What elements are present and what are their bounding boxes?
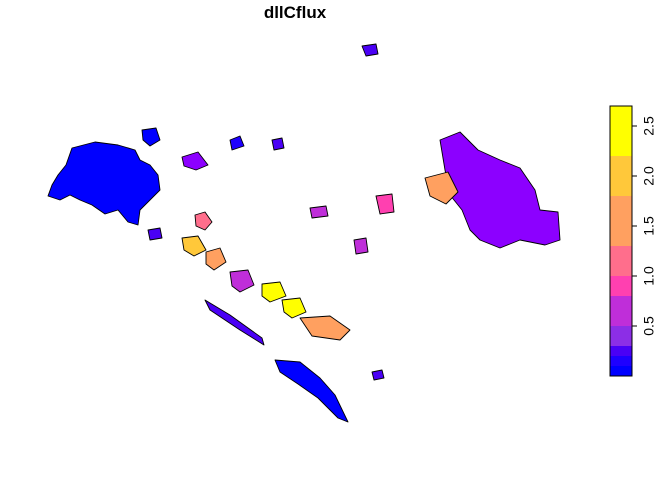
legend-color-step (610, 356, 632, 366)
legend-color-step (610, 196, 632, 246)
region-band-3 (205, 247, 227, 271)
legend-tick-label: 1.0 (641, 266, 657, 286)
legend-color-bar (609, 105, 633, 377)
region-small-2 (309, 205, 329, 219)
region-small-1 (271, 137, 285, 151)
region-west-small (141, 127, 161, 147)
legend-tick-label: 0.5 (641, 316, 657, 336)
region-small-3 (361, 43, 379, 57)
region-band-8 (424, 171, 459, 205)
legend-color-step (610, 346, 632, 356)
legend-color-step (610, 156, 632, 196)
region-band-4 (229, 269, 255, 293)
region-east-large (439, 131, 561, 249)
region-band-6 (281, 297, 307, 319)
region-west-large (47, 141, 161, 226)
legend-color-step (610, 106, 632, 156)
plot-title: dllCflux (263, 3, 327, 22)
map-regions (47, 43, 561, 423)
region-small-8 (371, 369, 385, 381)
region-small-6 (147, 227, 163, 241)
region-east-small (181, 151, 209, 171)
legend-tick-label: 2.0 (641, 166, 657, 186)
legend-color-step (610, 246, 632, 276)
region-small-4 (229, 135, 245, 151)
legend-color-step (610, 326, 632, 346)
region-south-strip (274, 359, 349, 423)
region-band-7 (299, 315, 351, 341)
legend-color-step (610, 366, 632, 376)
region-band-1 (194, 211, 213, 231)
legend-tick-label: 2.5 (641, 116, 657, 136)
region-band-2 (181, 235, 207, 257)
legend-color-step (610, 276, 632, 296)
legend-frame (609, 105, 633, 377)
region-south-line (204, 299, 265, 346)
region-small-5 (375, 193, 395, 215)
region-band-5 (261, 281, 287, 303)
region-small-7 (353, 237, 369, 255)
legend-axis: 0.5 1.0 1.5 2.0 2.5 (632, 116, 657, 336)
legend-tick-label: 1.5 (641, 216, 657, 236)
legend-color-step (610, 296, 632, 326)
